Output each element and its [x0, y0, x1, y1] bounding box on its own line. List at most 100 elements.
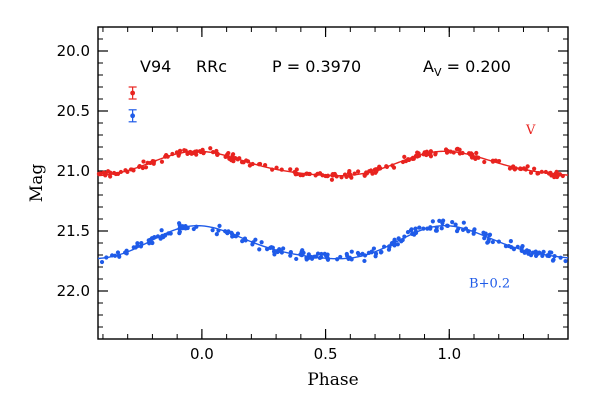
data-point [485, 240, 490, 245]
y-tick-label: 20.5 [57, 102, 90, 120]
data-point [110, 253, 115, 258]
data-point [141, 159, 146, 164]
data-point [413, 226, 418, 231]
error-bar-point [130, 90, 136, 96]
data-point [347, 169, 352, 174]
data-point [496, 239, 501, 244]
x-tick-label: 0.0 [190, 345, 214, 363]
data-point [278, 249, 284, 254]
data-point [329, 177, 335, 182]
data-point [304, 171, 309, 176]
data-point [306, 256, 311, 261]
data-point [349, 249, 354, 254]
data-point [415, 151, 421, 157]
data-point [192, 149, 198, 154]
data-point [413, 230, 418, 235]
data-point [229, 158, 234, 163]
data-point [518, 166, 523, 171]
amplitude-value: = 0.200 [441, 57, 510, 76]
data-point [402, 154, 407, 159]
data-point [242, 236, 248, 241]
data-point [135, 243, 140, 248]
data-point [370, 171, 375, 176]
data-point [116, 253, 122, 258]
data-point [294, 256, 299, 262]
data-point [339, 175, 344, 180]
data-point [371, 246, 377, 251]
data-point [293, 172, 298, 177]
data-point [235, 231, 241, 236]
data-point [319, 255, 324, 260]
data-point [541, 249, 546, 254]
data-point [471, 229, 476, 234]
data-point [533, 250, 538, 255]
series-labels: V B+0.2 [469, 123, 536, 292]
data-point [300, 248, 305, 253]
data-point [288, 253, 293, 258]
data-point [191, 226, 196, 232]
data-point [421, 152, 426, 157]
data-point [208, 146, 213, 151]
data-point [256, 162, 262, 167]
data-point [466, 229, 471, 234]
data-point [309, 256, 315, 261]
data-point [379, 249, 384, 255]
data-point [515, 244, 520, 249]
data-point [558, 255, 563, 260]
data-point [217, 223, 222, 228]
data-point [145, 160, 150, 165]
data-point [511, 165, 516, 170]
data-point [400, 237, 405, 243]
data-point [474, 150, 479, 156]
data-point [257, 247, 262, 252]
data-point [182, 148, 187, 153]
data-point [164, 153, 169, 158]
x-axis-title: Phase [307, 370, 358, 390]
data-point [490, 239, 495, 245]
data-point [335, 257, 340, 262]
data-point [96, 171, 102, 176]
data-point [317, 171, 323, 176]
data-point [543, 169, 548, 175]
x-tick-label: 0.5 [314, 345, 338, 363]
data-point [545, 253, 550, 258]
star-name: V94 [140, 57, 171, 76]
data-point [552, 174, 557, 180]
data-point [113, 171, 118, 177]
data-point [115, 250, 121, 255]
data-point [138, 244, 144, 249]
data-point [373, 254, 378, 259]
data-point [150, 158, 155, 164]
data-point [366, 250, 371, 255]
data-point [225, 153, 230, 159]
data-point [108, 174, 113, 179]
data-point [550, 258, 556, 263]
data-point [390, 163, 395, 168]
data-point [533, 253, 539, 258]
data-point [428, 149, 433, 154]
data-point [454, 147, 459, 152]
data-point [105, 169, 111, 174]
data-point [382, 244, 387, 249]
data-point [240, 239, 245, 244]
data-point [123, 168, 128, 173]
data-point [139, 241, 144, 246]
x-tick-label: 1.0 [437, 345, 461, 363]
data-point [118, 169, 124, 175]
data-point [298, 173, 303, 178]
amplitude-subscript: V [434, 66, 442, 79]
data-point [177, 231, 182, 236]
data-point [263, 162, 268, 168]
data-point [231, 152, 236, 157]
data-point [360, 251, 365, 256]
data-point [338, 254, 343, 260]
data-point [473, 156, 478, 162]
data-point [364, 170, 369, 175]
data-point [268, 245, 273, 250]
data-point [496, 158, 502, 164]
data-point [437, 218, 442, 223]
data-point [332, 171, 337, 177]
data-point [214, 232, 219, 237]
